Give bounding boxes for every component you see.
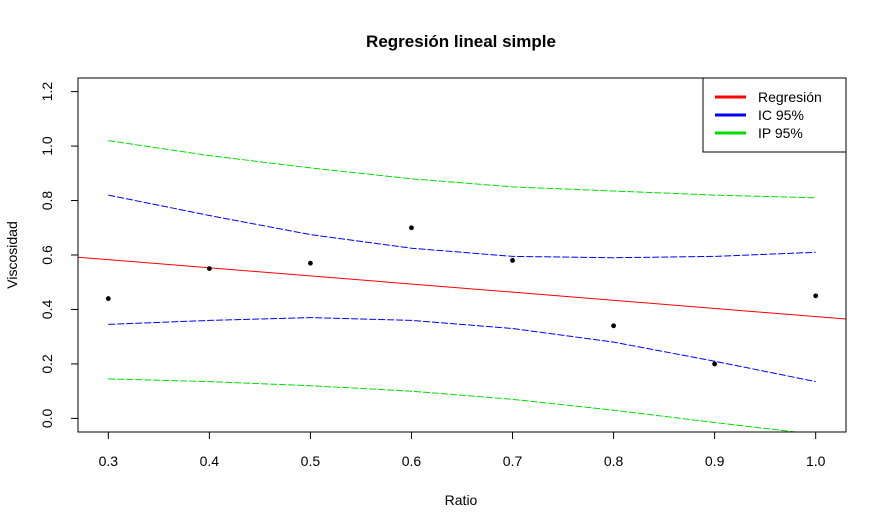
series-ip-95--upper-line [108, 140, 816, 199]
series-lines [78, 140, 846, 432]
legend: Regresión IC 95% IP 95% [702, 77, 847, 153]
y-tick-label: 0.6 [39, 245, 55, 265]
data-point [813, 293, 819, 299]
y-tick-label: 0.2 [39, 354, 55, 374]
y-tick-label: 0.4 [39, 300, 55, 320]
x-axis-label: Ratio [445, 492, 478, 508]
x-tick-label: 0.5 [301, 453, 321, 469]
data-point [510, 258, 515, 263]
chart-title: Regresión lineal simple [366, 32, 556, 51]
legend-label-ic-95-: IC 95% [758, 107, 804, 123]
y-axis-label: Viscosidad [4, 221, 20, 288]
x-tick-label: 1.0 [806, 453, 826, 469]
x-tick-label: 0.8 [604, 453, 624, 469]
y-tick-label: 0.8 [39, 191, 55, 211]
data-point [409, 225, 414, 231]
x-tick-label: 0.7 [503, 453, 523, 469]
data-point [308, 260, 313, 266]
series-ic-95--lower-line [108, 317, 816, 383]
x-tick-label: 0.9 [705, 453, 725, 469]
series-ic-95--upper-line [108, 194, 816, 259]
data-point [105, 296, 111, 301]
legend-label-ip-95-: IP 95% [758, 125, 803, 141]
x-tick-label: 0.3 [99, 453, 119, 469]
x-tick-label: 0.6 [402, 453, 422, 469]
plot-frame [77, 77, 847, 433]
data-point [712, 361, 718, 367]
legend-label-regresi-n: Regresión [758, 89, 822, 105]
series-regresi-n-line [78, 256, 846, 320]
y-tick-label: 1.2 [39, 82, 55, 102]
data-points [105, 225, 819, 367]
y-tick-label: 1.0 [39, 136, 55, 156]
x-tick-label: 0.4 [200, 453, 220, 469]
y-tick-label: 0.0 [39, 408, 55, 428]
axes: 0.3 0.4 0.5 0.6 0.7 0.8 0.9 1.0 0.0 0.2 0.4 0.6 0.8 1… [39, 82, 826, 469]
series-ip-95--lower-line [108, 378, 796, 432]
data-point [611, 323, 616, 329]
data-point [206, 266, 212, 272]
